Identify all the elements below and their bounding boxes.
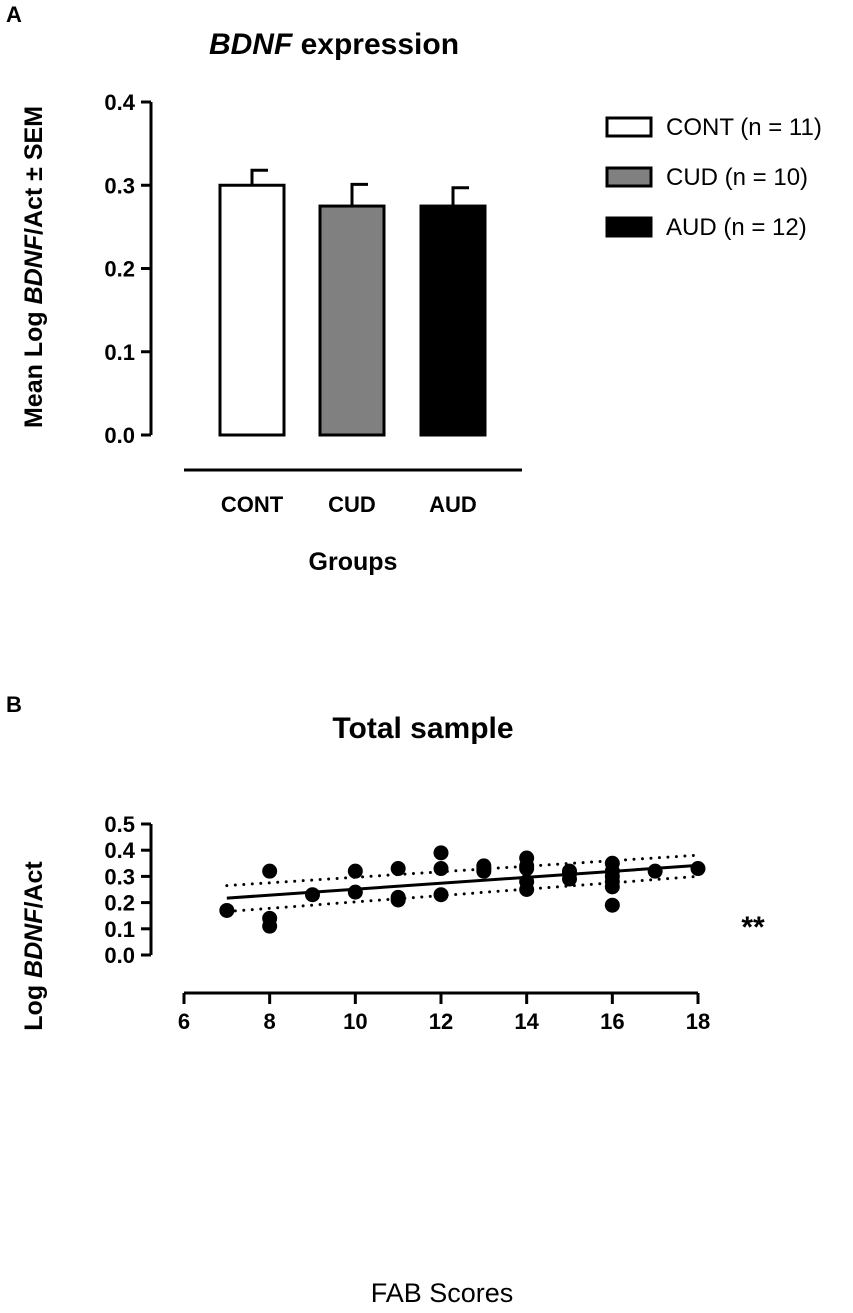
panel-a-x-label: Groups bbox=[309, 548, 398, 576]
panel-a-bar-aud bbox=[419, 204, 487, 437]
panel-a-x-tick-label: AUD bbox=[429, 492, 477, 517]
panel-b-x-axis: 6 8 10 12 14 16 18 bbox=[178, 991, 710, 1034]
panel-a-legend-label: CUD (n = 10) bbox=[666, 164, 808, 191]
panel-a-y-tick-label: 0.1 bbox=[104, 340, 135, 365]
panel-a-bar-cud bbox=[318, 204, 386, 437]
panel-a-legend-label: CONT (n = 11) bbox=[666, 114, 822, 141]
panel-a-y-label: Mean Log BDNF/Act ± SEM bbox=[20, 106, 48, 428]
panel-b-x-tick-label: 10 bbox=[343, 1009, 367, 1034]
panel-b-point bbox=[519, 861, 535, 877]
panel-b-point bbox=[262, 918, 278, 934]
panel-b-x-tick-label: 6 bbox=[178, 1009, 190, 1034]
panel-b-point bbox=[433, 887, 449, 903]
panel-b-point bbox=[604, 897, 620, 913]
panel-b-y-label: Log BDNF/Act bbox=[20, 861, 48, 1031]
panel-a-y-tick-label: 0.0 bbox=[104, 423, 135, 448]
panel-b-y-tick-label: 0.1 bbox=[104, 917, 135, 942]
panel-b-point bbox=[690, 861, 706, 877]
panel-b-point bbox=[604, 879, 620, 895]
panel-a-y-tick-label: 0.4 bbox=[104, 90, 135, 115]
panel-a-x-ticks: CONT CUD AUD bbox=[221, 492, 477, 517]
panel-a-legend: CONT (n = 11) CUD (n = 10) AUD (n = 12) bbox=[605, 114, 822, 241]
panel-b-point bbox=[390, 892, 406, 908]
panel-b-point bbox=[390, 861, 406, 877]
panel-b-x-tick-label: 12 bbox=[429, 1009, 453, 1034]
panel-a-letter: A bbox=[6, 2, 22, 27]
panel-b-y-tick-label: 0.2 bbox=[104, 891, 135, 916]
panel-b-point bbox=[219, 902, 235, 918]
panel-b-y-tick-label: 0.5 bbox=[104, 812, 135, 837]
panel-b-title: Total sample bbox=[332, 712, 513, 745]
panel-b-y-tick-label: 0.0 bbox=[104, 943, 135, 968]
panel-b-point bbox=[305, 887, 320, 903]
panel-b-y-label-italic: BDNF bbox=[20, 908, 48, 978]
panel-b-x-tick-label: 14 bbox=[514, 1009, 539, 1034]
panel-b-point bbox=[519, 882, 535, 897]
panel-b-point bbox=[433, 861, 449, 877]
panel-a-title-italic: BDNF bbox=[209, 28, 293, 61]
panel-a-bar-cont bbox=[218, 183, 286, 437]
panel-a-title: BDNF expression bbox=[209, 28, 459, 61]
panel-b-y-tick-label: 0.4 bbox=[104, 838, 135, 863]
panel-a-legend-swatch bbox=[605, 116, 653, 138]
panel-b-y-label-post: /Act bbox=[20, 861, 48, 909]
panel-b-point bbox=[262, 863, 278, 879]
panel-b-y-label-pre: Log bbox=[20, 978, 48, 1031]
panel-b-point bbox=[476, 863, 492, 879]
panel-a-y-tick-label: 0.2 bbox=[104, 257, 135, 282]
panel-b-x-tick-label: 8 bbox=[264, 1009, 276, 1034]
panel-a-x-tick-label: CONT bbox=[221, 492, 284, 517]
panel-b-x-tick-label: 16 bbox=[600, 1009, 624, 1034]
panel-b-point bbox=[347, 884, 363, 900]
panel-b-x-tick-label: 18 bbox=[686, 1009, 710, 1034]
panel-a-bars bbox=[218, 168, 487, 437]
panel-b-regression-line bbox=[226, 863, 699, 900]
panel-b-point bbox=[347, 863, 363, 879]
panel-a-title-rest: expression bbox=[292, 28, 459, 61]
panel-a-y-label-italic: BDNF bbox=[20, 234, 48, 304]
panel-b-point bbox=[562, 871, 577, 887]
panel-a-y-label-pre: Mean Log bbox=[20, 304, 48, 428]
panel-a-legend-label: AUD (n = 12) bbox=[666, 214, 807, 241]
panel-b-letter: B bbox=[6, 692, 22, 717]
panel-b-y-axis: 0.00.10.20.30.40.5 bbox=[104, 812, 153, 968]
panel-b-fit-lines bbox=[225, 853, 700, 914]
panel-a-y-label-post: /Act ± SEM bbox=[20, 106, 48, 235]
panel-b-significance: ** bbox=[741, 911, 765, 944]
panel-a-y-tick-label: 0.3 bbox=[104, 173, 135, 198]
panel-b-x-label: FAB Scores bbox=[371, 1278, 514, 1308]
panel-b-point bbox=[647, 863, 663, 879]
panel-a-x-tick-label: CUD bbox=[328, 492, 376, 517]
panel-a-legend-swatch bbox=[605, 216, 653, 238]
panel-a-legend-swatch bbox=[605, 166, 653, 188]
panel-a-y-axis: 0.0 0.1 0.2 0.3 0.4 bbox=[104, 90, 153, 448]
panel-b-point bbox=[433, 845, 449, 861]
panel-b-y-tick-label: 0.3 bbox=[104, 864, 135, 889]
panel-b-points bbox=[219, 845, 706, 934]
